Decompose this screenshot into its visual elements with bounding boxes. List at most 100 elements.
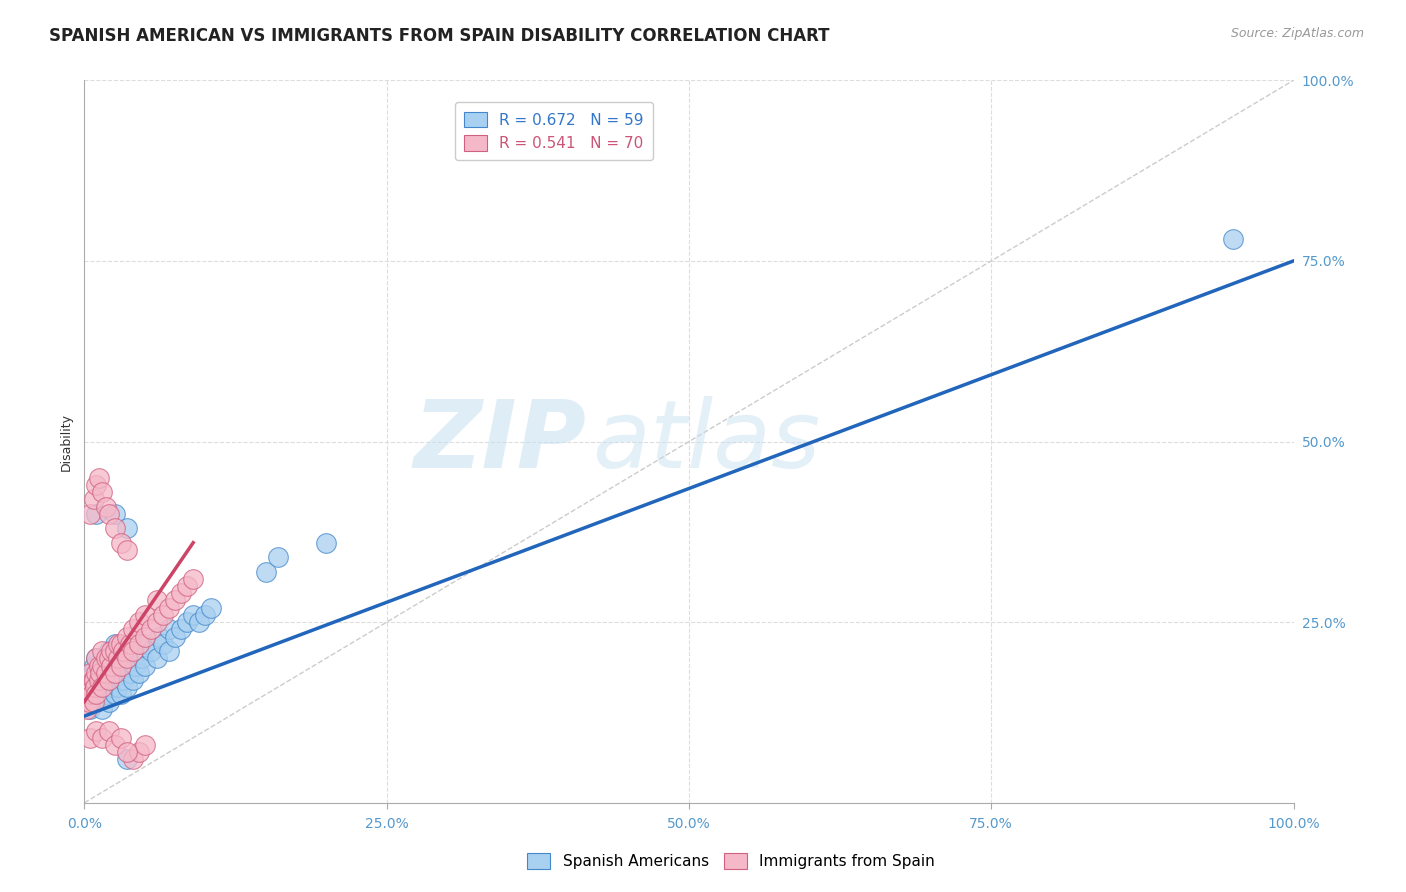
Point bbox=[134, 637, 156, 651]
Point bbox=[104, 687, 127, 701]
Point bbox=[97, 673, 120, 687]
Point bbox=[110, 665, 132, 680]
Point bbox=[120, 644, 142, 658]
Point bbox=[112, 644, 135, 658]
Point bbox=[94, 687, 117, 701]
Y-axis label: Disability: Disability bbox=[60, 412, 73, 471]
Point bbox=[86, 723, 108, 738]
Point bbox=[97, 673, 120, 687]
Point bbox=[134, 607, 156, 622]
Point bbox=[139, 623, 162, 637]
Point bbox=[94, 665, 117, 680]
Point bbox=[110, 535, 132, 549]
Point bbox=[128, 615, 150, 630]
Point bbox=[82, 665, 104, 680]
Point bbox=[100, 651, 122, 665]
Point bbox=[1222, 232, 1244, 246]
Point bbox=[107, 651, 129, 665]
Point bbox=[86, 651, 108, 665]
Point bbox=[115, 651, 138, 665]
Point bbox=[134, 658, 156, 673]
Point bbox=[83, 695, 105, 709]
Point bbox=[124, 658, 146, 673]
Text: SPANISH AMERICAN VS IMMIGRANTS FROM SPAIN DISABILITY CORRELATION CHART: SPANISH AMERICAN VS IMMIGRANTS FROM SPAI… bbox=[49, 27, 830, 45]
Point bbox=[131, 651, 153, 665]
Point bbox=[77, 695, 100, 709]
Point bbox=[100, 680, 122, 694]
Point bbox=[79, 665, 101, 680]
Point bbox=[94, 651, 117, 665]
Point bbox=[165, 593, 187, 607]
Point bbox=[107, 637, 129, 651]
Point bbox=[104, 738, 127, 752]
Point bbox=[115, 521, 138, 535]
Point bbox=[79, 507, 101, 521]
Point bbox=[120, 637, 142, 651]
Point bbox=[170, 586, 193, 600]
Point bbox=[104, 644, 127, 658]
Point bbox=[87, 680, 110, 694]
Legend: R = 0.672   N = 59, R = 0.541   N = 70: R = 0.672 N = 59, R = 0.541 N = 70 bbox=[454, 103, 652, 161]
Point bbox=[121, 644, 143, 658]
Point bbox=[110, 687, 132, 701]
Point bbox=[152, 637, 174, 651]
Point bbox=[79, 731, 101, 745]
Point bbox=[128, 665, 150, 680]
Point bbox=[121, 651, 143, 665]
Text: atlas: atlas bbox=[592, 396, 821, 487]
Point bbox=[104, 507, 127, 521]
Point bbox=[86, 665, 108, 680]
Point bbox=[97, 651, 120, 665]
Point bbox=[254, 565, 277, 579]
Point bbox=[86, 673, 108, 687]
Point bbox=[115, 542, 138, 557]
Point bbox=[87, 470, 110, 484]
Point bbox=[79, 680, 101, 694]
Point bbox=[100, 658, 122, 673]
Point bbox=[80, 687, 103, 701]
Point bbox=[97, 644, 120, 658]
Text: ZIP: ZIP bbox=[413, 395, 586, 488]
Point bbox=[112, 651, 135, 665]
Point bbox=[115, 745, 138, 759]
Point bbox=[176, 615, 198, 630]
Point bbox=[104, 665, 127, 680]
Point bbox=[83, 658, 105, 673]
Point bbox=[104, 637, 127, 651]
Point bbox=[121, 623, 143, 637]
Point bbox=[84, 680, 107, 694]
Point bbox=[79, 680, 101, 694]
Point bbox=[91, 658, 114, 673]
Point bbox=[146, 651, 169, 665]
Point bbox=[107, 680, 129, 694]
Point bbox=[128, 745, 150, 759]
Point bbox=[112, 673, 135, 687]
Point bbox=[97, 723, 120, 738]
Point bbox=[115, 752, 138, 766]
Point bbox=[110, 637, 132, 651]
Point bbox=[188, 615, 211, 630]
Point bbox=[139, 644, 162, 658]
Point bbox=[94, 500, 117, 514]
Text: Source: ZipAtlas.com: Source: ZipAtlas.com bbox=[1230, 27, 1364, 40]
Point bbox=[194, 607, 217, 622]
Point bbox=[146, 593, 169, 607]
Point bbox=[91, 731, 114, 745]
Point bbox=[86, 478, 108, 492]
Point bbox=[86, 695, 108, 709]
Point bbox=[157, 644, 180, 658]
Point bbox=[148, 630, 170, 644]
Point bbox=[128, 637, 150, 651]
Point bbox=[120, 665, 142, 680]
Point bbox=[86, 687, 108, 701]
Point bbox=[104, 665, 127, 680]
Point bbox=[181, 607, 204, 622]
Point bbox=[134, 738, 156, 752]
Point bbox=[115, 630, 138, 644]
Point bbox=[110, 658, 132, 673]
Point bbox=[91, 658, 114, 673]
Point bbox=[86, 507, 108, 521]
Point bbox=[157, 600, 180, 615]
Point bbox=[110, 731, 132, 745]
Point bbox=[165, 630, 187, 644]
